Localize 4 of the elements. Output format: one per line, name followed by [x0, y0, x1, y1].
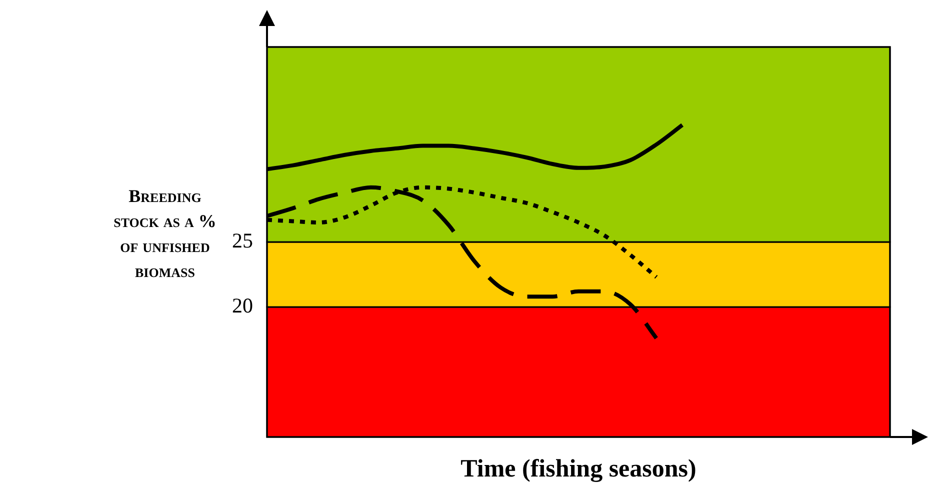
y-tick-label: 20 — [232, 294, 253, 318]
x-axis-title: Time (fishing seasons) — [460, 455, 696, 482]
y-tick-label: 25 — [232, 228, 253, 253]
y-axis-title: Breeding stock as a % of unfished biomass — [112, 185, 218, 283]
